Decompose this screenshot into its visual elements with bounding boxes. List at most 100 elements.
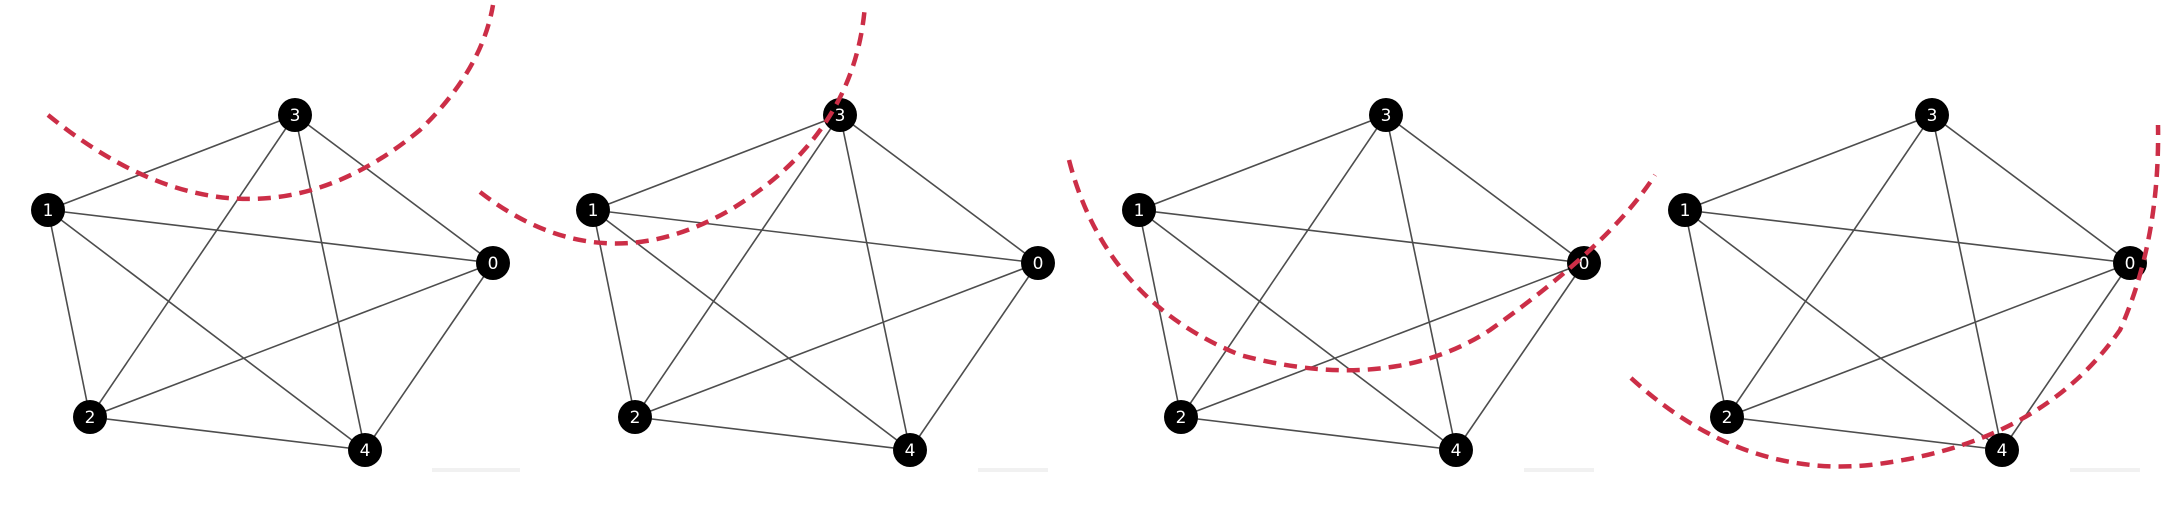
edge-0-2 [1180, 262, 1585, 418]
cut-curve [46, 4, 496, 202]
panel-3: 0 1 2 3 4 [1066, 98, 1657, 472]
edge-0-1 [47, 209, 494, 264]
node-label: 1 [1134, 201, 1145, 221]
panel-shadow [1524, 468, 1594, 472]
edge-2-4 [1726, 416, 2003, 451]
node-label: 2 [630, 408, 641, 428]
node-label: 4 [905, 441, 916, 461]
node-label: 4 [1451, 441, 1462, 461]
edge-2-4 [89, 416, 366, 451]
edge-2-3 [1180, 114, 1387, 418]
node-label: 2 [85, 408, 96, 428]
edge-1-4 [592, 209, 911, 451]
node-circle [476, 246, 510, 280]
panel-shadow [432, 468, 520, 472]
node-circle [31, 193, 65, 227]
node-label: 1 [1680, 201, 1691, 221]
node-circle [1668, 193, 1702, 227]
node-3: 3 [823, 98, 857, 132]
node-label: 1 [43, 201, 54, 221]
node-label: 3 [290, 106, 301, 126]
edge-0-2 [634, 262, 1039, 418]
edge-0-3 [839, 114, 1039, 264]
cut-curve [1629, 124, 2161, 469]
edge-0-1 [1684, 209, 2131, 264]
node-label: 2 [1176, 408, 1187, 428]
node-4: 4 [1985, 433, 2019, 467]
edge-2-3 [634, 114, 841, 418]
node-2: 2 [1710, 400, 1744, 434]
node-circle [576, 193, 610, 227]
panel-shadow [978, 468, 1048, 472]
edge-2-3 [1726, 114, 1933, 418]
node-4: 4 [893, 433, 927, 467]
panel-1: 0 1 2 3 4 [31, 4, 520, 472]
node-circle [1985, 433, 2019, 467]
node-3: 3 [1915, 98, 1949, 132]
node-1: 1 [576, 193, 610, 227]
edge-1-2 [1138, 209, 1182, 418]
node-2: 2 [618, 400, 652, 434]
edge-0-4 [364, 262, 494, 451]
edge-1-3 [592, 114, 841, 211]
node-circle [1122, 193, 1156, 227]
node-label: 0 [1033, 254, 1044, 274]
node-label: 3 [835, 106, 846, 126]
node-2: 2 [1164, 400, 1198, 434]
edge-3-4 [1385, 114, 1457, 451]
node-label: 0 [2125, 254, 2136, 274]
node-circle [1567, 246, 1601, 280]
edge-0-3 [1385, 114, 1585, 264]
edge-0-1 [1138, 209, 1585, 264]
node-label: 3 [1381, 106, 1392, 126]
node-circle [348, 433, 382, 467]
node-1: 1 [1122, 193, 1156, 227]
cut-curve [478, 4, 868, 246]
edge-3-4 [294, 114, 366, 451]
edge-0-1 [592, 209, 1039, 264]
edge-1-4 [1684, 209, 2003, 451]
node-3: 3 [1369, 98, 1403, 132]
node-1: 1 [1668, 193, 1702, 227]
node-2: 2 [73, 400, 107, 434]
node-circle [893, 433, 927, 467]
edge-3-4 [1931, 114, 2003, 451]
node-circle [1710, 400, 1744, 434]
node-0: 0 [476, 246, 510, 280]
node-label: 0 [1579, 254, 1590, 274]
edge-0-2 [89, 262, 494, 418]
node-0: 0 [1567, 246, 1601, 280]
node-1: 1 [31, 193, 65, 227]
node-circle [1915, 98, 1949, 132]
panel-shadow [2070, 468, 2140, 472]
edge-0-3 [1931, 114, 2131, 264]
edge-2-4 [634, 416, 911, 451]
edge-1-3 [1684, 114, 1933, 211]
node-circle [1164, 400, 1198, 434]
edge-0-3 [294, 114, 494, 264]
node-0: 0 [1021, 246, 1055, 280]
edge-0-2 [1726, 262, 2131, 418]
node-circle [618, 400, 652, 434]
edge-3-4 [839, 114, 911, 451]
edge-2-3 [89, 114, 296, 418]
node-4: 4 [1439, 433, 1473, 467]
edge-1-4 [47, 209, 366, 451]
edge-1-3 [1138, 114, 1387, 211]
node-circle [73, 400, 107, 434]
node-circle [1439, 433, 1473, 467]
node-label: 0 [488, 254, 499, 274]
node-circle [278, 98, 312, 132]
node-circle [823, 98, 857, 132]
edge-2-4 [1180, 416, 1457, 451]
node-circle [2113, 246, 2147, 280]
node-0: 0 [2113, 246, 2147, 280]
edge-1-4 [1138, 209, 1457, 451]
node-circle [1021, 246, 1055, 280]
node-circle [1369, 98, 1403, 132]
node-4: 4 [348, 433, 382, 467]
panel-2: 0 1 2 3 4 [478, 4, 1055, 472]
edge-1-3 [47, 114, 296, 211]
